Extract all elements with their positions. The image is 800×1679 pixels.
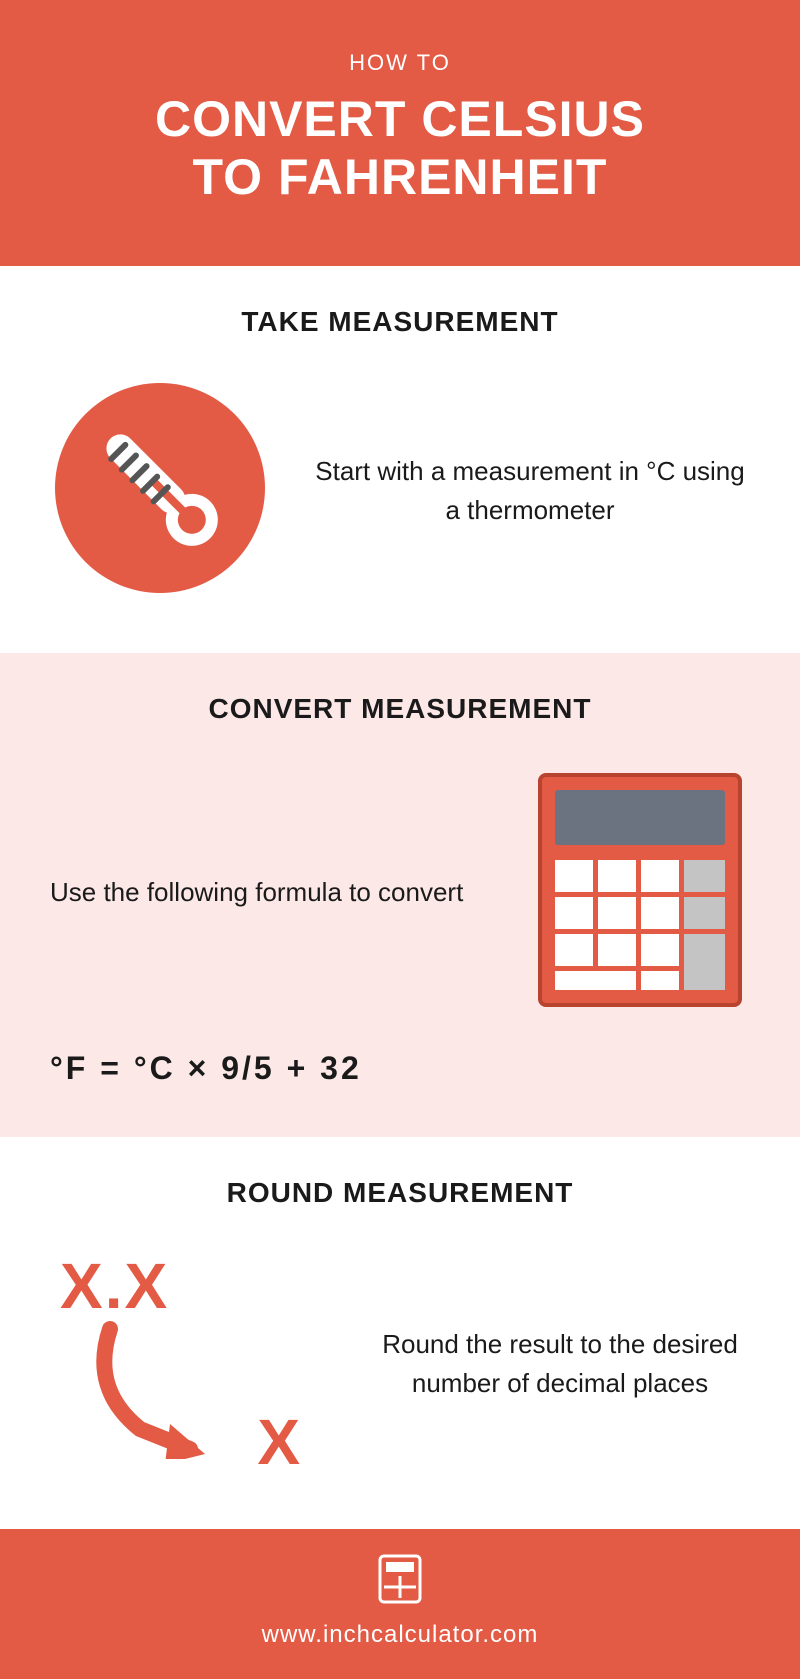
- header-banner: HOW TO CONVERT CELSIUS TO FAHRENHEIT: [0, 0, 800, 266]
- conversion-formula: °F = °C × 9/5 + 32: [50, 1050, 750, 1087]
- footer-banner: www.inchcalculator.com: [0, 1529, 800, 1679]
- thermometer-icon: [50, 378, 270, 603]
- section-round-measurement: ROUND MEASUREMENT X.X X Round the result…: [0, 1137, 800, 1529]
- header-pretitle: HOW TO: [20, 50, 780, 76]
- calculator-icon: [530, 765, 750, 1020]
- rounding-big-x: X.X: [60, 1249, 169, 1323]
- footer-url: www.inchcalculator.com: [20, 1621, 780, 1649]
- rounding-icon: X.X X: [50, 1249, 330, 1479]
- section3-text: Round the result to the desired number o…: [370, 1325, 750, 1403]
- section-take-measurement: TAKE MEASUREMENT Start with a measuremen…: [0, 266, 800, 653]
- section1-text: Start with a measurement in °C using a t…: [310, 452, 750, 530]
- section2-text: Use the following formula to convert: [50, 873, 490, 912]
- section-convert-measurement: CONVERT MEASUREMENT Use the following fo…: [0, 653, 800, 1137]
- rounding-small-x: X: [257, 1405, 300, 1479]
- header-title: CONVERT CELSIUS TO FAHRENHEIT: [20, 91, 780, 206]
- header-title-line1: CONVERT CELSIUS: [155, 91, 645, 147]
- section2-title: CONVERT MEASUREMENT: [50, 693, 750, 725]
- section3-title: ROUND MEASUREMENT: [50, 1177, 750, 1209]
- footer-calc-icon: [20, 1554, 780, 1609]
- section1-title: TAKE MEASUREMENT: [50, 306, 750, 338]
- header-title-line2: TO FAHRENHEIT: [193, 149, 608, 205]
